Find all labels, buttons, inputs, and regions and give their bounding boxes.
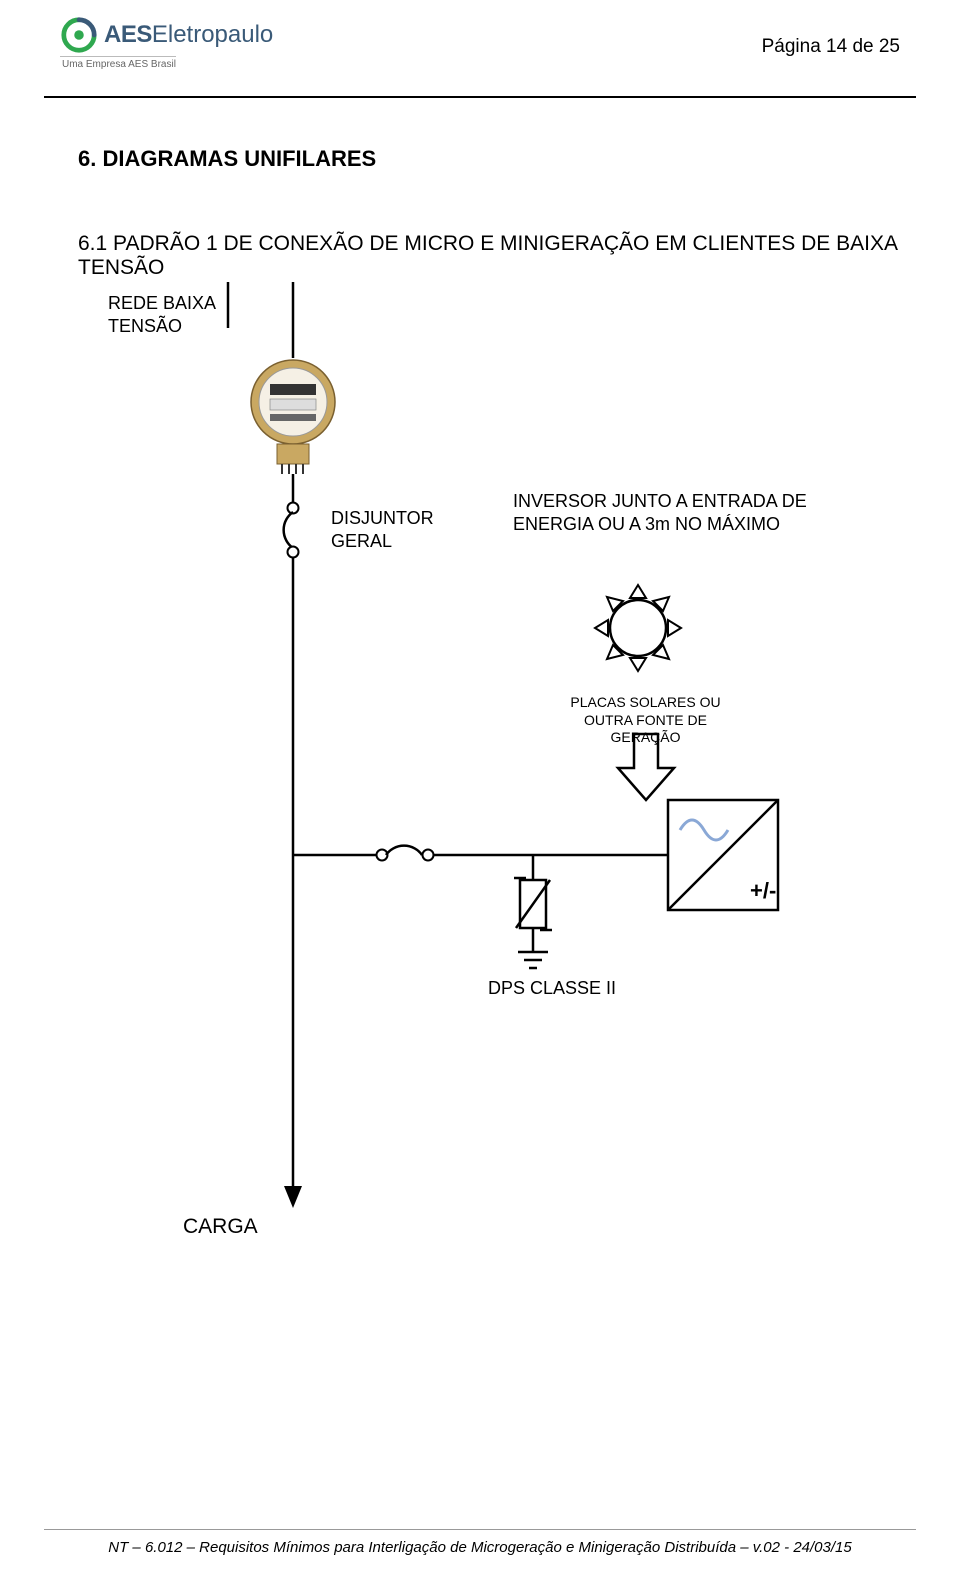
- label-disjuntor: DISJUNTOR: [331, 508, 434, 528]
- section-title: 6. DIAGRAMAS UNIFILARES: [78, 146, 376, 172]
- page: AESEletropaulo Uma Empresa AES Brasil Pá…: [0, 0, 960, 1586]
- label-rede-baixa-tensao: REDE BAIXA TENSÃO: [108, 292, 216, 337]
- breaker-2-icon: [377, 846, 434, 861]
- logo-swirl-icon: [60, 16, 98, 54]
- label-placas-l1: PLACAS SOLARES OU: [570, 694, 720, 710]
- footer-rule: [44, 1529, 916, 1530]
- label-disjuntor-geral: DISJUNTOR GERAL: [331, 507, 434, 552]
- label-carga: CARGA: [183, 1215, 258, 1239]
- label-inversor-l1: INVERSOR JUNTO A ENTRADA DE: [513, 491, 807, 511]
- header: AESEletropaulo Uma Empresa AES Brasil Pá…: [0, 0, 960, 100]
- header-rule: [44, 96, 916, 98]
- logo-row: AESEletropaulo: [60, 16, 273, 54]
- label-geral: GERAL: [331, 531, 392, 551]
- sun-icon: [595, 585, 681, 671]
- label-tensao: TENSÃO: [108, 316, 182, 336]
- single-line-diagram: REDE BAIXA TENSÃO DISJUNTOR GERAL INVERS…: [78, 280, 898, 1340]
- label-inversor-l2: ENERGIA OU A 3m NO MÁXIMO: [513, 514, 780, 534]
- inverter-icon: +/-: [668, 800, 778, 910]
- dps-icon: [514, 855, 552, 968]
- logo-tagline: Uma Empresa AES Brasil: [60, 56, 176, 70]
- inverter-symbol-text: +/-: [750, 878, 776, 903]
- label-rede-baixa: REDE BAIXA: [108, 293, 216, 313]
- label-dps: DPS CLASSE II: [488, 978, 616, 999]
- footer-text: NT – 6.012 – Requisitos Mínimos para Int…: [0, 1539, 960, 1556]
- label-inversor: INVERSOR JUNTO A ENTRADA DE ENERGIA OU A…: [513, 490, 807, 537]
- breaker-1-icon: [284, 503, 299, 558]
- meter-icon: [251, 360, 335, 474]
- logo: AESEletropaulo Uma Empresa AES Brasil: [60, 16, 273, 70]
- logo-main-text: AES: [104, 21, 152, 48]
- page-number: Página 14 de 25: [762, 36, 900, 58]
- subsection-title: 6.1 PADRÃO 1 DE CONEXÃO DE MICRO E MINIG…: [78, 232, 960, 280]
- logo-suffix-text: Eletropaulo: [152, 21, 273, 48]
- schematic-svg: +/-: [78, 280, 898, 1340]
- label-placas: PLACAS SOLARES OU OUTRA FONTE DE GERAÇÃO: [563, 694, 728, 747]
- label-placas-l2: OUTRA FONTE DE GERAÇÃO: [584, 712, 707, 746]
